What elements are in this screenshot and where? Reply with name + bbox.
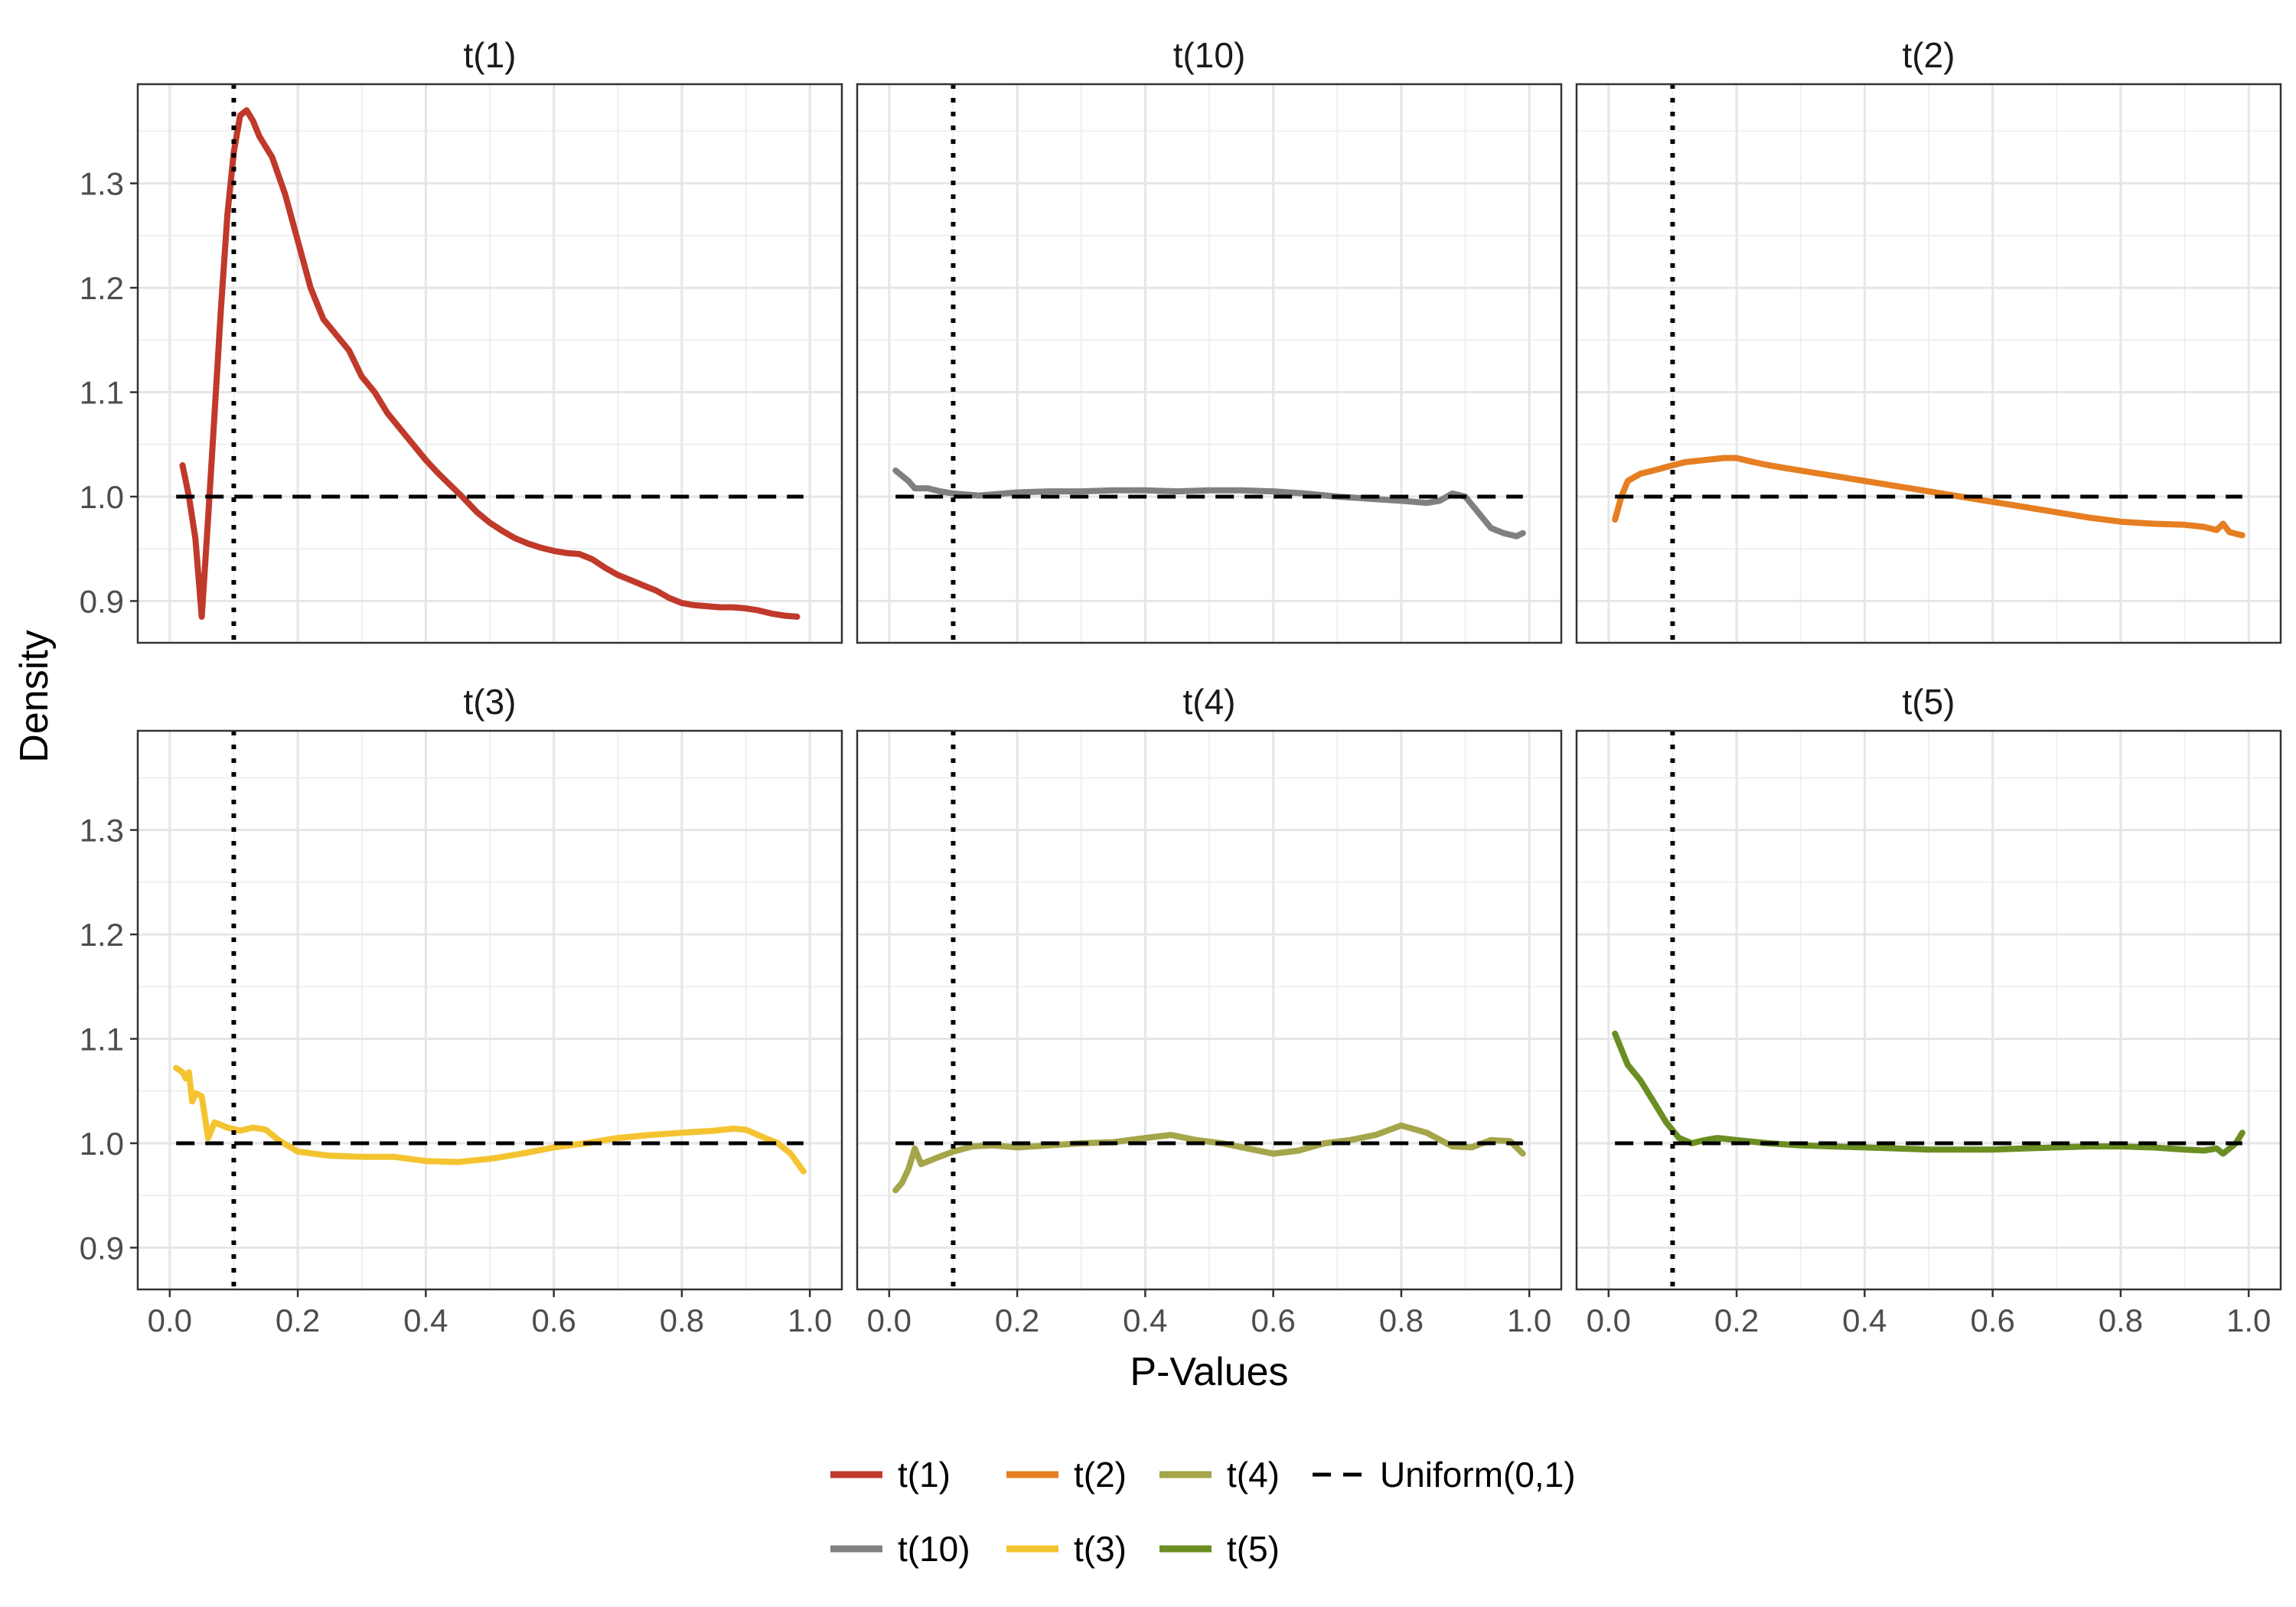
facet-panel: t(5) 0.0 0.2 0.4 0.6 0.8 1.0 bbox=[1575, 682, 2282, 1338]
legend-label: t(1) bbox=[898, 1455, 951, 1495]
legend-label: t(2) bbox=[1074, 1455, 1127, 1495]
x-tick-label: 1.0 bbox=[2226, 1302, 2271, 1338]
y-tick-label: 1.0 bbox=[80, 479, 124, 515]
panel-border bbox=[1575, 83, 2282, 644]
y-tick-label: 1.2 bbox=[80, 917, 124, 953]
y-tick-label: 0.9 bbox=[80, 1230, 124, 1266]
facet-title: t(1) bbox=[464, 35, 517, 75]
panel-border bbox=[136, 83, 843, 644]
y-axis-title: Density bbox=[12, 630, 57, 762]
y-tick-label: 1.3 bbox=[80, 813, 124, 849]
panel-border bbox=[856, 729, 1563, 1291]
legend-label: t(4) bbox=[1227, 1455, 1280, 1495]
legend-item: Uniform(0,1) bbox=[1313, 1455, 1576, 1495]
x-tick-label: 0.4 bbox=[403, 1302, 448, 1338]
x-tick-label: 0.4 bbox=[1842, 1302, 1887, 1338]
legend-item: t(4) bbox=[1159, 1455, 1280, 1495]
legend-item: t(10) bbox=[830, 1529, 970, 1569]
facet-title: t(4) bbox=[1183, 682, 1236, 722]
x-tick-label: 0.0 bbox=[1587, 1302, 1631, 1338]
legend: t(1) t(2) t(4) Uniform(0,1) t(10) t(3) t(5) bbox=[830, 1455, 1576, 1569]
facet-title: t(3) bbox=[464, 682, 517, 722]
density-line bbox=[892, 1122, 1526, 1194]
x-tick-label: 0.6 bbox=[1251, 1302, 1295, 1338]
x-tick-label: 0.8 bbox=[660, 1302, 704, 1338]
x-tick-label: 0.0 bbox=[867, 1302, 912, 1338]
y-tick-label: 1.2 bbox=[80, 270, 124, 306]
panel-border bbox=[1575, 729, 2282, 1291]
facet-panel: t(3) 0.9 1.0 1.1 1.2 1.3 0.0 0.2 0.4 0.6 0.8 1.0 bbox=[80, 682, 843, 1338]
density-line bbox=[173, 1064, 807, 1175]
legend-item: t(3) bbox=[1006, 1529, 1127, 1569]
legend-label: t(10) bbox=[898, 1529, 970, 1569]
legend-item: t(5) bbox=[1159, 1529, 1280, 1569]
panel-border bbox=[856, 83, 1563, 644]
density-line bbox=[179, 107, 801, 620]
x-tick-label: 1.0 bbox=[788, 1302, 832, 1338]
facet-panels: t(1) 0.9 1.0 1.1 1.2 1.3 t(10) t(2) t(3) 0.9 1.0 1.… bbox=[80, 35, 2282, 1338]
density-line bbox=[1612, 455, 2245, 539]
panel-border bbox=[136, 729, 843, 1291]
density-line bbox=[1612, 1030, 2245, 1157]
facet-title: t(10) bbox=[1173, 35, 1246, 75]
facet-panel: t(4) 0.0 0.2 0.4 0.6 0.8 1.0 bbox=[856, 682, 1563, 1338]
facet-panel: t(2) bbox=[1575, 35, 2282, 644]
facet-title: t(5) bbox=[1903, 682, 1955, 722]
legend-label: t(5) bbox=[1227, 1529, 1280, 1569]
y-tick-label: 1.0 bbox=[80, 1126, 124, 1162]
x-tick-label: 0.6 bbox=[531, 1302, 576, 1338]
x-tick-label: 0.4 bbox=[1123, 1302, 1167, 1338]
x-tick-label: 1.0 bbox=[1507, 1302, 1551, 1338]
legend-item: t(2) bbox=[1006, 1455, 1127, 1495]
axis-titles: P-Values Density bbox=[12, 630, 1289, 1394]
x-tick-label: 0.2 bbox=[276, 1302, 320, 1338]
x-tick-label: 0.2 bbox=[1714, 1302, 1759, 1338]
y-tick-label: 0.9 bbox=[80, 583, 124, 619]
y-tick-label: 1.1 bbox=[80, 375, 124, 411]
x-tick-label: 0.0 bbox=[148, 1302, 192, 1338]
x-tick-label: 0.6 bbox=[1970, 1302, 2014, 1338]
facet-panel: t(10) bbox=[856, 35, 1563, 644]
x-tick-label: 0.2 bbox=[995, 1302, 1039, 1338]
x-tick-label: 0.8 bbox=[2099, 1302, 2143, 1338]
legend-label: t(3) bbox=[1074, 1529, 1127, 1569]
facet-title: t(2) bbox=[1903, 35, 1955, 75]
facet-panel: t(1) 0.9 1.0 1.1 1.2 1.3 bbox=[80, 35, 843, 644]
y-tick-label: 1.1 bbox=[80, 1022, 124, 1058]
legend-label: Uniform(0,1) bbox=[1380, 1455, 1576, 1495]
legend-item: t(1) bbox=[830, 1455, 951, 1495]
y-tick-label: 1.3 bbox=[80, 166, 124, 202]
x-tick-label: 0.8 bbox=[1379, 1302, 1424, 1338]
x-axis-title: P-Values bbox=[1130, 1350, 1288, 1394]
